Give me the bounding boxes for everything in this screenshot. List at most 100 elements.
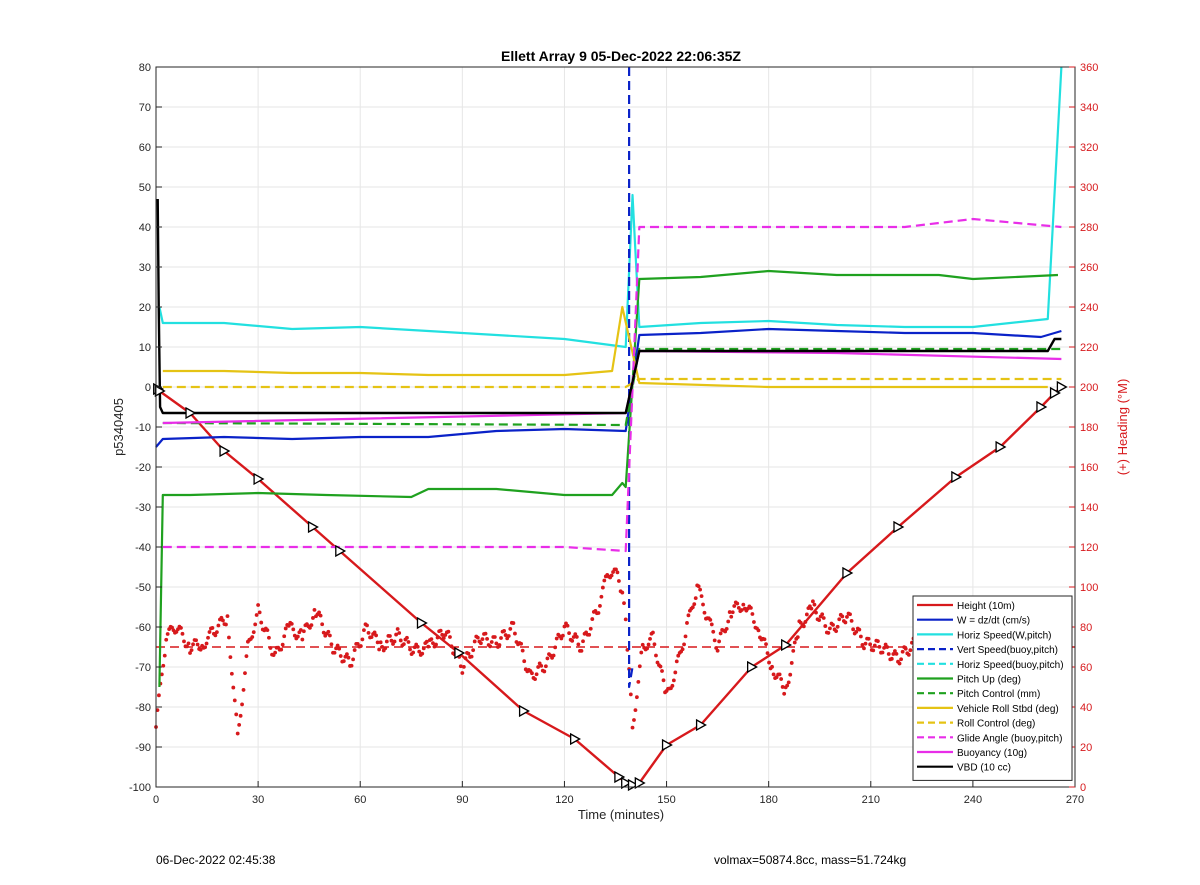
heading-point [372, 630, 377, 635]
series-line-7 [162, 305, 1048, 389]
heading-point [253, 622, 258, 627]
height-marker [695, 718, 707, 732]
heading-point [685, 621, 689, 625]
legend-label: Buoyancy (10g) [957, 748, 1027, 759]
heading-point [398, 638, 403, 643]
y-tick-label: 30 [139, 262, 151, 274]
y2-tick-label: 300 [1080, 182, 1098, 194]
heading-point [574, 635, 579, 639]
legend-label: Pitch Up (deg) [957, 675, 1021, 686]
heading-point [882, 645, 886, 650]
heading-point [633, 708, 638, 713]
heading-point [210, 626, 215, 630]
heading-point [748, 605, 753, 610]
heading-point [599, 594, 604, 599]
heading-point [280, 642, 285, 647]
heading-point [492, 635, 497, 639]
heading-point [227, 635, 231, 640]
heading-point [590, 617, 595, 621]
heading-point [579, 648, 584, 653]
heading-point [417, 649, 422, 654]
heading-point [411, 650, 416, 655]
y2-tick-label: 120 [1080, 542, 1098, 554]
y-tick-label: -60 [135, 622, 151, 634]
y-tick-label: 70 [139, 102, 151, 114]
heading-point [338, 654, 343, 658]
y-tick-label: -100 [129, 782, 151, 794]
x-tick-label: 30 [252, 794, 264, 806]
y2-tick-label: 80 [1080, 622, 1092, 634]
heading-point [420, 651, 425, 656]
heading-point [600, 585, 605, 590]
heading-point [265, 628, 270, 633]
heading-point [877, 644, 882, 649]
heading-point [696, 584, 701, 589]
x-tick-label: 240 [964, 794, 982, 806]
heading-point [692, 602, 697, 607]
heading-point [471, 648, 476, 653]
heading-point [530, 671, 534, 676]
heading-point [502, 629, 507, 633]
heading-point [646, 642, 651, 647]
heading-point [711, 629, 716, 634]
heading-point [298, 628, 303, 632]
height-marker [1036, 400, 1048, 414]
heading-point [180, 631, 185, 636]
heading-point [908, 648, 913, 653]
heading-point [358, 644, 363, 648]
heading-point [732, 604, 737, 608]
y2-tick-label: 20 [1080, 742, 1092, 754]
heading-point [845, 615, 849, 619]
heading-point [837, 617, 842, 622]
heading-point [897, 661, 902, 666]
heading-point [858, 634, 863, 639]
heading-point [849, 618, 854, 623]
y-tick-label: -50 [135, 582, 151, 594]
heading-point [636, 679, 641, 684]
legend-label: Height (10m) [957, 601, 1015, 612]
heading-point [648, 636, 652, 641]
heading-point [251, 630, 256, 635]
heading-point [405, 635, 409, 640]
heading-point [764, 642, 768, 646]
heading-point [571, 635, 576, 639]
y2-tick-label: 140 [1080, 502, 1098, 514]
heading-point [352, 648, 357, 652]
heading-point [903, 646, 908, 651]
series-line-9 [162, 217, 1062, 553]
y-axis-label: p5340405 [111, 398, 126, 456]
heading-point [365, 623, 369, 628]
heading-point [817, 618, 822, 622]
x-tick-label: 0 [153, 794, 159, 806]
heading-point [480, 637, 485, 642]
height-marker [621, 776, 633, 790]
heading-point [683, 634, 688, 639]
height-marker [1056, 380, 1068, 394]
heading-point [718, 631, 723, 636]
y-tick-label: 0 [145, 382, 151, 394]
heading-point [823, 624, 828, 628]
heading-point [431, 641, 435, 646]
heading-point [565, 623, 570, 628]
y-tick-label: 80 [139, 62, 151, 74]
heading-point [690, 605, 695, 610]
height-marker [454, 646, 466, 660]
heading-point [900, 649, 905, 654]
heading-point [682, 642, 686, 647]
heading-point [438, 628, 443, 633]
heading-point [770, 664, 774, 669]
heading-point [693, 596, 698, 601]
heading-point [699, 594, 704, 599]
legend: Height (10m) W = dz/dt (cm/s) Horiz Speed(… [912, 595, 1073, 781]
heading-point [791, 648, 796, 653]
heading-point [234, 712, 239, 717]
heading-point [658, 664, 663, 669]
heading-point [257, 610, 262, 615]
heading-point [893, 649, 897, 653]
heading-point [326, 629, 331, 634]
heading-point [615, 570, 620, 575]
heading-point [680, 647, 685, 652]
heading-point [698, 587, 703, 592]
heading-point [777, 672, 782, 677]
heading-point [868, 642, 873, 647]
